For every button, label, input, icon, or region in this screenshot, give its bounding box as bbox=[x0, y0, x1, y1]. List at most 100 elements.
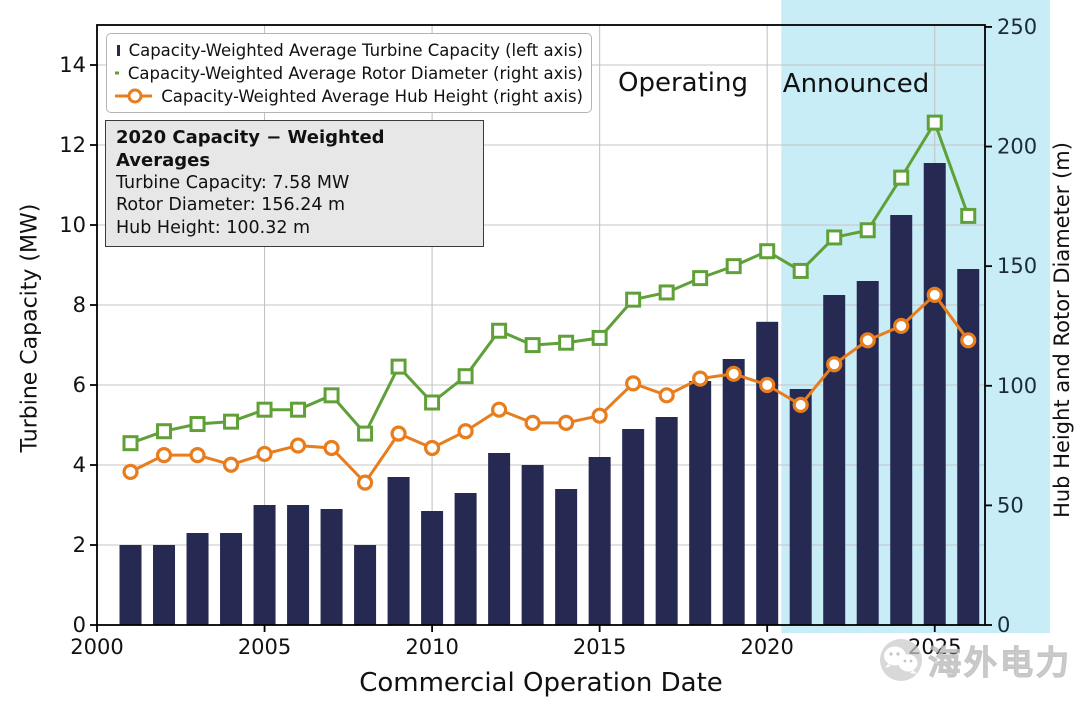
rotor-marker bbox=[960, 207, 977, 224]
rotor-marker bbox=[424, 394, 441, 411]
rotor-marker bbox=[357, 425, 374, 442]
rotor-marker bbox=[725, 258, 742, 275]
left-tick-label: 4 bbox=[73, 453, 86, 477]
hub-marker bbox=[658, 387, 675, 404]
capacity-bar bbox=[488, 453, 511, 625]
rotor-marker bbox=[223, 413, 240, 430]
rotor-marker bbox=[457, 368, 474, 385]
left-tick-label: 14 bbox=[59, 53, 86, 77]
rotor-marker bbox=[122, 435, 139, 452]
left-tick-label: 12 bbox=[59, 133, 86, 157]
rotor-marker bbox=[625, 291, 642, 308]
legend-item-rotor-diameter: Capacity-Weighted Average Rotor Diameter… bbox=[115, 62, 583, 84]
annotation-box-2020-averages: 2020 Capacity − Weighted Averages Turbin… bbox=[105, 120, 484, 247]
capacity-bar bbox=[622, 429, 645, 625]
hub-marker bbox=[759, 376, 776, 394]
watermark-text: 海外电力 bbox=[928, 643, 1072, 683]
hub-marker bbox=[423, 439, 441, 457]
right-tick-label: 100 bbox=[997, 374, 1037, 398]
legend-label: Capacity-Weighted Average Rotor Diameter… bbox=[127, 63, 583, 83]
x-tick-label: 2010 bbox=[405, 635, 458, 659]
hub-marker bbox=[826, 356, 843, 373]
square-marker-icon bbox=[115, 71, 119, 75]
capacity-bar bbox=[320, 509, 343, 625]
x-tick-label: 2020 bbox=[740, 635, 793, 659]
capacity-bar bbox=[789, 389, 812, 625]
circle-marker-icon bbox=[115, 88, 153, 104]
capacity-bar bbox=[454, 493, 477, 625]
capacity-bar bbox=[823, 295, 846, 625]
capacity-bar bbox=[555, 489, 578, 625]
rotor-marker bbox=[491, 322, 508, 339]
rotor-marker bbox=[189, 416, 206, 433]
rotor-marker bbox=[926, 114, 943, 131]
rotor-marker bbox=[156, 423, 173, 440]
capacity-bar bbox=[521, 465, 544, 625]
left-tick-label: 10 bbox=[59, 213, 86, 237]
capacity-bar bbox=[119, 545, 142, 625]
capacity-bar bbox=[588, 457, 611, 625]
right-tick-label: 50 bbox=[997, 493, 1024, 517]
hub-marker bbox=[926, 286, 943, 303]
hub-marker bbox=[256, 445, 273, 463]
capacity-bar bbox=[655, 417, 678, 625]
rotor-marker bbox=[323, 387, 340, 404]
hub-marker bbox=[189, 447, 206, 464]
x-tick-label: 2005 bbox=[238, 635, 291, 659]
left-tick-label: 2 bbox=[73, 533, 86, 557]
left-y-axis-title: Turbine Capacity (MW) bbox=[17, 203, 43, 453]
hub-marker bbox=[692, 370, 709, 387]
capacity-bar bbox=[220, 533, 243, 625]
hub-marker bbox=[960, 332, 977, 349]
capacity-bar bbox=[287, 505, 310, 625]
operating-region-label: Operating bbox=[618, 68, 748, 98]
annotation-line: Hub Height: 100.32 m bbox=[116, 217, 311, 238]
rotor-marker bbox=[692, 270, 709, 287]
x-tick-label: 2000 bbox=[70, 635, 123, 659]
rotor-marker bbox=[524, 337, 541, 354]
capacity-bar bbox=[253, 505, 276, 625]
rotor-marker bbox=[558, 334, 575, 351]
hub-marker bbox=[390, 425, 407, 442]
legend-label: Capacity-Weighted Average Hub Height (ri… bbox=[161, 86, 583, 106]
hub-marker bbox=[558, 414, 575, 431]
capacity-bar bbox=[689, 381, 712, 625]
hub-marker bbox=[323, 439, 340, 457]
bar-swatch-icon bbox=[117, 45, 120, 56]
hub-marker bbox=[725, 365, 742, 382]
hub-marker bbox=[289, 437, 307, 454]
capacity-bar bbox=[856, 281, 879, 625]
hub-marker bbox=[491, 401, 508, 418]
wechat-logo-icon bbox=[880, 639, 922, 681]
hub-marker bbox=[859, 332, 876, 349]
hub-marker bbox=[155, 447, 173, 464]
capacity-bar bbox=[722, 359, 745, 625]
rotor-marker bbox=[591, 329, 608, 346]
hub-marker bbox=[356, 474, 374, 491]
annotation-title: 2020 Capacity − Weighted Averages bbox=[116, 127, 385, 172]
hub-marker bbox=[591, 407, 608, 424]
left-tick-label: 8 bbox=[73, 293, 86, 317]
hub-marker bbox=[524, 414, 541, 431]
rotor-marker bbox=[658, 284, 675, 301]
plot-frame bbox=[96, 24, 986, 626]
legend-item-turbine-capacity: Capacity-Weighted Average Turbine Capaci… bbox=[115, 39, 583, 61]
right-tick-label: 250 bbox=[997, 15, 1037, 39]
right-tick-label: 0 bbox=[997, 613, 1010, 637]
annotation-line: Rotor Diameter: 156.24 m bbox=[116, 195, 346, 216]
hub-marker bbox=[457, 423, 474, 440]
capacity-bar bbox=[421, 511, 444, 625]
rotor-marker bbox=[792, 262, 809, 279]
right-y-axis-title: Hub Height and Rotor Diameter (m) bbox=[1050, 142, 1074, 518]
capacity-bar bbox=[923, 163, 946, 625]
capacity-bar bbox=[890, 215, 913, 625]
hub-marker bbox=[625, 375, 642, 392]
hub-marker bbox=[222, 456, 240, 473]
announced-region-label: Announced bbox=[782, 69, 930, 99]
rotor-marker bbox=[826, 229, 843, 246]
x-tick-label: 2015 bbox=[573, 635, 626, 659]
rotor-marker bbox=[893, 169, 910, 186]
rotor-marker bbox=[290, 401, 307, 418]
